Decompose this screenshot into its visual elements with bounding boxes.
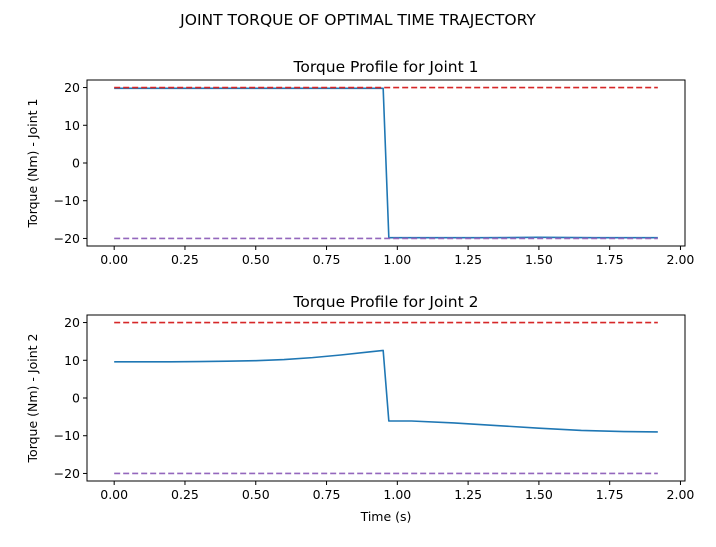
x-tick-label: 1.00 xyxy=(383,252,411,267)
y-tick-label: 20 xyxy=(64,315,80,330)
x-ticks: 0.00 0.25 0.50 0.75 1.00 1.25 1.50 1.75 2.00 xyxy=(100,481,694,502)
subplot-title: Torque Profile for Joint 2 xyxy=(293,293,479,311)
figure-title: JOINT TORQUE OF OPTIMAL TIME TRAJECTORY xyxy=(179,11,536,29)
plot-lines xyxy=(114,86,658,240)
x-tick-label: 0.75 xyxy=(313,487,341,502)
x-tick-label: 0.50 xyxy=(242,487,270,502)
y-tick-label: 20 xyxy=(64,80,80,95)
torque-series-line xyxy=(114,349,658,433)
x-tick-label: 1.75 xyxy=(596,252,624,267)
subplot-joint-2: Torque Profile for Joint 2 Torque (Nm) -… xyxy=(25,293,694,524)
x-tick-label: 0.50 xyxy=(242,252,270,267)
x-tick-label: 2.00 xyxy=(667,487,695,502)
y-tick-label: −10 xyxy=(54,428,80,443)
y-tick-label: −20 xyxy=(54,231,80,246)
y-tick-label: 0 xyxy=(72,156,80,171)
x-tick-label: 0.00 xyxy=(100,252,128,267)
x-tick-label: 1.00 xyxy=(383,487,411,502)
y-ticks: −20 −10 0 10 20 xyxy=(54,315,87,481)
y-tick-label: 10 xyxy=(64,353,80,368)
subplot-title: Torque Profile for Joint 1 xyxy=(293,58,479,76)
plot-lines xyxy=(114,321,658,475)
x-tick-label: 0.00 xyxy=(100,487,128,502)
y-axis-label: Torque (Nm) - Joint 1 xyxy=(25,99,40,229)
y-ticks: −20 −10 0 10 20 xyxy=(54,80,87,246)
x-tick-label: 1.75 xyxy=(596,487,624,502)
x-tick-label: 1.50 xyxy=(525,252,553,267)
x-tick-label: 0.75 xyxy=(313,252,341,267)
y-axis-label: Torque (Nm) - Joint 2 xyxy=(25,334,40,464)
subplot-joint-1: Torque Profile for Joint 1 Torque (Nm) -… xyxy=(25,58,694,267)
x-axis-label: Time (s) xyxy=(360,509,412,524)
y-tick-label: −10 xyxy=(54,193,80,208)
x-tick-label: 0.25 xyxy=(171,252,199,267)
axes-frame xyxy=(86,79,686,247)
y-tick-label: −20 xyxy=(54,466,80,481)
x-tick-label: 2.00 xyxy=(667,252,695,267)
y-tick-label: 10 xyxy=(64,118,80,133)
x-ticks: 0.00 0.25 0.50 0.75 1.00 1.25 1.50 1.75 2.00 xyxy=(100,246,694,267)
x-tick-label: 1.25 xyxy=(454,487,482,502)
y-tick-label: 0 xyxy=(72,391,80,406)
x-tick-label: 1.50 xyxy=(525,487,553,502)
axes-frame xyxy=(86,314,686,482)
x-tick-label: 1.25 xyxy=(454,252,482,267)
x-tick-label: 0.25 xyxy=(171,487,199,502)
